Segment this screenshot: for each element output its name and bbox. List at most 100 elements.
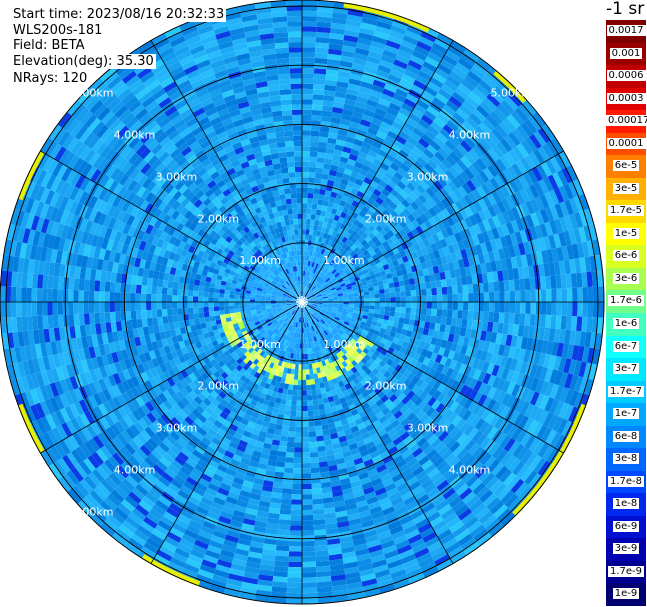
heatmap-cell xyxy=(344,280,351,286)
heatmap-cell xyxy=(514,359,524,373)
heatmap-cell xyxy=(88,395,99,409)
heatmap-cell xyxy=(230,350,238,358)
heatmap-cell xyxy=(151,341,159,351)
heatmap-cell xyxy=(324,335,330,342)
heatmap-cell xyxy=(454,371,464,383)
heatmap-cell xyxy=(346,158,357,167)
heatmap-cell xyxy=(201,388,211,398)
heatmap-cell xyxy=(156,416,167,428)
heatmap-cell xyxy=(583,362,592,379)
heatmap-cell xyxy=(195,445,206,455)
heatmap-cell xyxy=(537,127,551,144)
heatmap-cell xyxy=(507,323,515,336)
heatmap-cell xyxy=(332,154,342,162)
heatmap-cell xyxy=(336,338,343,345)
heatmap-cell xyxy=(271,486,283,494)
heatmap-cell xyxy=(485,114,500,129)
heatmap-cell xyxy=(201,327,209,335)
heatmap-cell xyxy=(294,442,302,448)
heatmap-cell xyxy=(401,341,409,349)
heatmap-cell xyxy=(213,407,223,416)
heatmap-cell xyxy=(306,384,312,391)
heatmap-cell xyxy=(306,379,311,386)
heatmap-cell xyxy=(478,469,492,483)
heatmap-cell xyxy=(355,279,362,285)
heatmap-cell xyxy=(377,318,384,324)
heatmap-cell xyxy=(344,238,352,246)
heatmap-cell xyxy=(343,251,350,258)
heatmap-cell xyxy=(154,479,168,492)
heatmap-cell xyxy=(164,409,175,421)
heatmap-cell xyxy=(336,267,343,273)
heatmap-cell xyxy=(353,246,360,254)
heatmap-cell xyxy=(476,58,492,72)
heatmap-cell xyxy=(306,304,312,307)
heatmap-cell xyxy=(206,544,222,555)
heatmap-cell xyxy=(314,362,320,369)
heatmap-cell xyxy=(402,387,412,396)
heatmap-cell xyxy=(405,302,412,308)
heatmap-cell xyxy=(368,232,376,240)
heatmap-cell xyxy=(147,437,159,450)
heatmap-cell xyxy=(484,240,493,253)
heatmap-cell xyxy=(403,98,417,109)
heatmap-cell xyxy=(375,69,390,79)
heatmap-cell xyxy=(302,21,317,27)
heatmap-cell xyxy=(496,103,511,118)
heatmap-cell xyxy=(401,395,411,405)
heatmap-cell xyxy=(346,131,357,139)
heatmap-cell xyxy=(274,471,285,478)
heatmap-cell xyxy=(186,358,194,367)
heatmap-cell xyxy=(209,366,218,374)
heatmap-cell xyxy=(313,330,317,336)
heatmap-cell xyxy=(315,560,330,567)
heatmap-cell xyxy=(316,306,322,310)
heatmap-cell xyxy=(328,43,343,51)
heatmap-cell xyxy=(405,307,412,314)
heatmap-cell xyxy=(302,218,307,225)
heatmap-cell xyxy=(316,11,333,18)
heatmap-cell xyxy=(308,363,313,370)
heatmap-cell xyxy=(257,462,268,470)
heatmap-cell xyxy=(578,361,587,378)
heatmap-cell xyxy=(337,293,344,297)
heatmap-cell xyxy=(530,391,540,406)
heatmap-cell xyxy=(314,318,319,324)
heatmap-cell xyxy=(323,195,331,202)
heatmap-cell xyxy=(287,305,293,309)
heatmap-cell xyxy=(441,449,453,461)
heatmap-cell xyxy=(337,291,343,295)
heatmap-cell xyxy=(353,370,361,378)
heatmap-cell xyxy=(302,426,309,432)
heatmap-cell xyxy=(370,163,380,172)
heatmap-cell xyxy=(418,340,426,349)
heatmap-cell xyxy=(470,245,478,257)
heatmap-cell xyxy=(341,360,348,368)
heatmap-cell xyxy=(237,351,245,358)
heatmap-cell xyxy=(340,282,346,288)
heatmap-cell xyxy=(308,310,312,315)
heatmap-cell xyxy=(461,275,468,286)
heatmap-cell xyxy=(324,269,330,275)
heatmap-cell xyxy=(369,347,377,354)
heatmap-cell xyxy=(359,476,371,485)
heatmap-cell xyxy=(323,315,330,319)
heatmap-cell xyxy=(415,332,423,341)
heatmap-cell xyxy=(170,478,184,490)
heatmap-cell xyxy=(518,415,530,430)
heatmap-cell xyxy=(332,342,338,349)
heatmap-cell xyxy=(441,309,448,318)
heatmap-cell xyxy=(353,543,368,552)
heatmap-cell xyxy=(272,374,278,382)
heatmap-cell xyxy=(359,324,366,330)
heatmap-cell xyxy=(539,380,550,396)
heatmap-cell xyxy=(315,317,320,323)
heatmap-cell xyxy=(304,244,308,251)
heatmap-cell xyxy=(185,457,198,468)
heatmap-cell xyxy=(445,398,455,409)
heatmap-cell xyxy=(152,464,165,476)
heatmap-cell xyxy=(302,31,317,38)
heatmap-cell xyxy=(406,117,419,128)
heatmap-cell xyxy=(368,364,376,372)
heatmap-cell xyxy=(407,59,423,71)
